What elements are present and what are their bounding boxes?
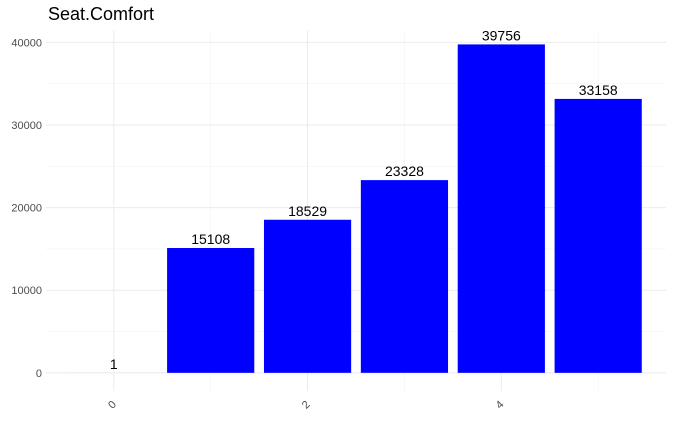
bar [457,44,545,373]
y-tick-label: 40000 [11,37,42,49]
bar [263,219,352,373]
data-label: 15108 [191,231,230,247]
y-tick-label: 30000 [11,120,42,132]
data-label: 39756 [482,27,521,43]
bars [70,44,642,373]
data-label: 23328 [385,163,424,179]
data-label: 1 [110,356,118,372]
bar [360,180,449,373]
data-labels: 1 15108 18529 23328 39756 33158 [110,27,618,371]
data-label: 18529 [288,203,327,219]
x-axis-ticks: 0 2 4 [106,399,506,412]
bar [167,248,255,373]
bar [554,98,642,373]
y-tick-label: 20000 [11,203,42,215]
y-tick-label: 10000 [11,285,42,297]
x-tick-label: 2 [300,399,313,412]
chart-title: Seat.Comfort [48,4,155,24]
x-tick-label: 4 [494,399,507,412]
y-tick-label: 0 [36,368,42,380]
y-axis-ticks: 0 10000 20000 30000 40000 [11,37,42,379]
x-tick-label: 0 [106,399,119,412]
data-label: 33158 [579,82,618,98]
